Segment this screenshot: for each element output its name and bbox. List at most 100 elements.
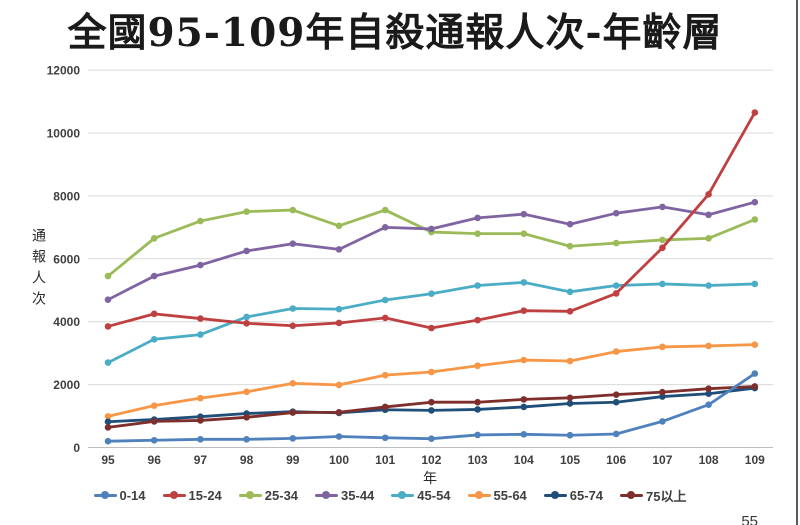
- data-point-25-34-99: [289, 206, 297, 214]
- series-75以上: [104, 383, 759, 431]
- data-point-0-14-96: [150, 436, 158, 444]
- y-axis-title: 通報人次: [30, 228, 46, 312]
- series-line-55-64: [106, 343, 757, 418]
- x-axis-title: 年: [423, 471, 437, 487]
- data-point-0-14-107: [659, 418, 666, 425]
- data-point-65-74-108: [705, 390, 712, 398]
- legend-label: 75以上: [646, 488, 687, 504]
- data-point-25-34-108: [705, 235, 712, 242]
- data-point-15-24-101: [381, 314, 389, 322]
- data-point-75以上-97: [197, 417, 204, 424]
- x-tick-label: 101: [375, 453, 395, 467]
- data-point-0-14-105: [566, 431, 574, 439]
- data-point-55-64-99: [289, 380, 297, 387]
- data-point-35-44-107: [659, 203, 666, 211]
- legend-label: 25-34: [264, 487, 299, 503]
- x-tick-label: 95: [101, 453, 115, 467]
- y-tick-label: 0: [73, 441, 80, 455]
- data-point-55-64-98: [243, 388, 250, 396]
- data-point-35-44-95: [104, 296, 112, 303]
- data-point-45-54-101: [381, 296, 389, 304]
- data-point-55-64-97: [197, 394, 204, 402]
- data-point-35-44-108: [705, 211, 712, 219]
- data-point-15-24-98: [243, 319, 250, 327]
- legend-marker-icon: [467, 489, 491, 501]
- data-point-15-24-102: [428, 324, 435, 332]
- legend-marker-icon: [620, 489, 644, 501]
- data-point-0-14-99: [289, 435, 297, 442]
- data-point-15-24-100: [335, 319, 343, 327]
- data-point-15-24-99: [289, 322, 297, 330]
- data-point-65-74-102: [428, 407, 435, 414]
- data-point-75以上-106: [612, 391, 620, 398]
- series-35-44: [104, 198, 759, 303]
- x-tick-label: 109: [745, 453, 765, 467]
- legend-marker-icon: [238, 489, 262, 501]
- data-point-35-44-105: [566, 220, 574, 228]
- data-point-15-24-106: [612, 290, 620, 297]
- x-tick-label: 100: [329, 453, 349, 467]
- x-tick-label: 106: [606, 453, 626, 467]
- data-point-15-24-95: [104, 323, 112, 330]
- data-point-25-34-105: [566, 242, 574, 250]
- x-tick-label: 104: [514, 453, 534, 467]
- data-point-55-64-108: [705, 342, 712, 350]
- data-point-55-64-104: [520, 356, 528, 364]
- data-point-65-74-103: [474, 406, 481, 413]
- data-point-15-24-103: [474, 316, 481, 324]
- data-point-75以上-101: [381, 403, 389, 411]
- legend-item-25-34: 25-34: [238, 487, 299, 503]
- data-point-35-44-98: [243, 247, 250, 255]
- data-point-45-54-96: [150, 336, 158, 343]
- data-point-45-54-104: [520, 279, 528, 286]
- data-point-75以上-100: [335, 408, 343, 416]
- data-point-65-74-104: [520, 403, 528, 411]
- data-point-0-14-108: [705, 401, 712, 409]
- data-point-0-14-95: [104, 437, 112, 445]
- data-point-65-74-105: [566, 400, 574, 407]
- data-point-15-24-104: [520, 307, 528, 314]
- series-15-24: [104, 109, 759, 332]
- data-point-45-54-106: [612, 282, 620, 289]
- window-right-border-line: [796, 0, 798, 525]
- data-point-15-24-96: [150, 310, 158, 318]
- data-point-45-54-98: [243, 313, 250, 321]
- data-point-75以上-95: [104, 424, 112, 431]
- legend-label: 55-64: [493, 487, 527, 503]
- y-tick-label: 10000: [47, 127, 81, 141]
- data-point-65-74-106: [612, 398, 620, 406]
- legend-marker-icon: [162, 489, 186, 501]
- data-point-45-54-99: [289, 305, 297, 312]
- series-0-14: [104, 370, 759, 445]
- data-point-35-44-101: [381, 224, 389, 231]
- data-point-75以上-103: [474, 398, 481, 406]
- data-point-55-64-101: [381, 371, 389, 379]
- series-line-25-34: [106, 208, 757, 278]
- x-tick-label: 96: [148, 453, 162, 467]
- data-point-55-64-106: [612, 348, 620, 355]
- legend-item-75以上: 75以上: [620, 486, 687, 505]
- data-point-45-54-97: [197, 331, 204, 338]
- data-point-75以上-102: [428, 398, 435, 406]
- data-point-45-54-100: [335, 305, 343, 313]
- legend-item-65-74: 65-74: [543, 488, 603, 503]
- data-point-25-34-95: [104, 272, 112, 280]
- data-point-35-44-104: [520, 210, 528, 218]
- x-tick-label: 107: [652, 453, 672, 467]
- data-point-45-54-107: [659, 280, 666, 288]
- data-point-75以上-96: [150, 418, 158, 425]
- legend-item-45-54: 45-54: [391, 487, 451, 503]
- legend: 0-14 15-24 25-34 35-44 45-54 55-64 65-74 75以上: [0, 485, 780, 505]
- legend-label: 45-54: [417, 487, 451, 503]
- legend-marker-icon: [391, 489, 415, 501]
- data-point-15-24-109: [751, 109, 759, 116]
- chart-title: 全國95-109年自殺通報人次-年齡層: [67, 10, 723, 56]
- x-tick-label: 98: [240, 453, 254, 467]
- data-point-0-14-98: [243, 436, 250, 443]
- data-point-55-64-107: [659, 343, 666, 351]
- data-point-15-24-105: [566, 308, 574, 315]
- legend-item-55-64: 55-64: [467, 487, 527, 503]
- data-point-45-54-105: [566, 288, 574, 296]
- data-point-35-44-97: [197, 261, 204, 269]
